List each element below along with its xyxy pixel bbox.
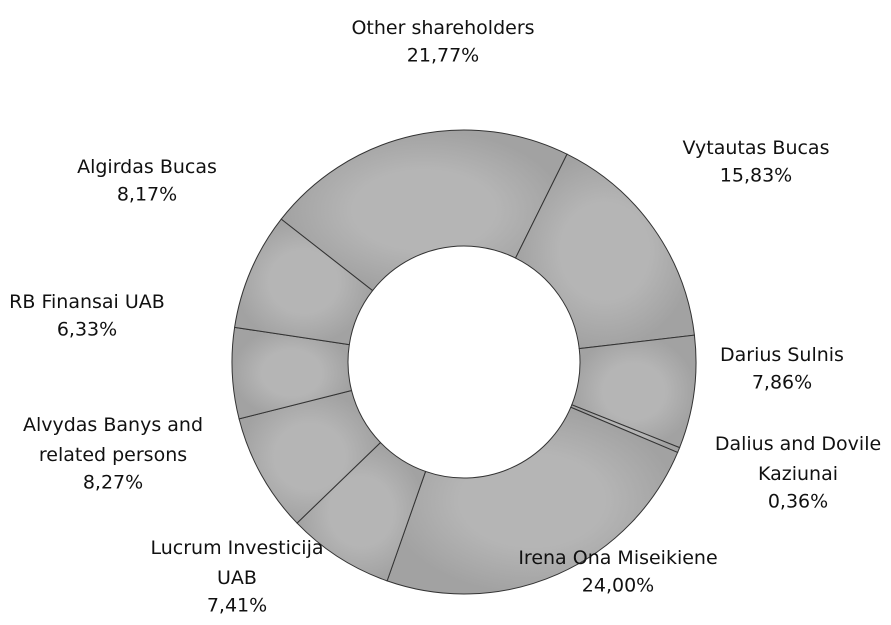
- value-label: 0,36%: [768, 491, 828, 513]
- value-label: 15,83%: [720, 165, 792, 187]
- value-label: 8,27%: [83, 472, 143, 494]
- value-label: 7,41%: [207, 595, 267, 617]
- value-label: 7,86%: [752, 372, 812, 394]
- donut-segment: [234, 218, 374, 346]
- segment-label: Darius Sulnis: [720, 344, 844, 366]
- value-label: 6,33%: [57, 319, 117, 341]
- donut-segment: [280, 129, 568, 292]
- value-label: 24,00%: [582, 575, 654, 597]
- segment-label: Other shareholders: [351, 17, 534, 39]
- segment-label: Algirdas Bucas: [77, 156, 217, 178]
- segment-label: RB Finansai UAB: [9, 291, 165, 313]
- donut-segment: [514, 153, 695, 350]
- donut-segment: [386, 406, 679, 595]
- segment-label: Alvydas Banys and related persons: [23, 414, 203, 466]
- segment-label: Irena Ona Miseikiene: [518, 547, 717, 569]
- segment-label: Vytautas Bucas: [683, 137, 830, 159]
- segment-label: Dalius and Dovile Kaziunai: [715, 433, 881, 485]
- value-label: 21,77%: [407, 45, 479, 67]
- value-label: 8,17%: [117, 184, 177, 206]
- segment-label: Lucrum Investicija UAB: [151, 537, 324, 589]
